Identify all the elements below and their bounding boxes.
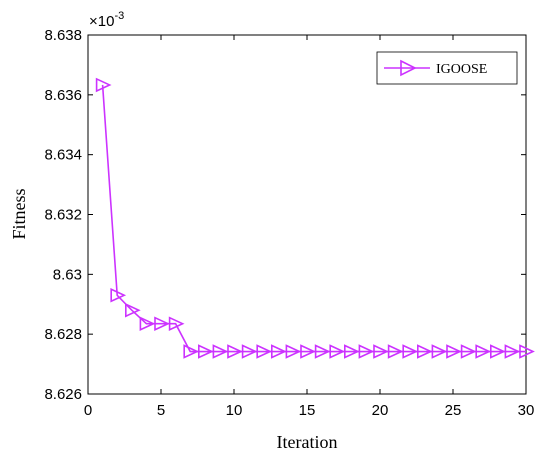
data-point-marker bbox=[154, 316, 170, 331]
data-point-marker bbox=[519, 344, 535, 359]
x-tick-label: 15 bbox=[299, 402, 316, 419]
data-point-marker bbox=[241, 344, 258, 359]
data-point-marker bbox=[417, 344, 433, 359]
data-point-marker bbox=[256, 344, 273, 359]
data-point-marker bbox=[358, 344, 375, 359]
data-point-marker bbox=[344, 344, 360, 359]
legend: IGOOSE bbox=[376, 51, 518, 85]
x-tick-label: 0 bbox=[84, 402, 92, 419]
x-tick-label: 20 bbox=[372, 402, 389, 419]
data-point-marker bbox=[285, 344, 302, 359]
data-point-marker bbox=[504, 344, 521, 359]
y-tick-label: 8.63 bbox=[53, 266, 82, 283]
data-point-marker bbox=[373, 344, 389, 359]
legend-label: IGOOSE bbox=[436, 62, 487, 77]
data-point-marker bbox=[490, 344, 506, 359]
data-point-marker bbox=[314, 344, 331, 359]
data-point-marker bbox=[125, 302, 141, 318]
data-point-marker bbox=[402, 344, 419, 359]
x-tick-label: 25 bbox=[445, 402, 462, 419]
data-point-marker bbox=[198, 344, 214, 359]
data-point-marker bbox=[95, 77, 112, 93]
series-group bbox=[95, 77, 535, 359]
y-axis-label: Fitness bbox=[9, 188, 29, 239]
y-tick-label: 8.628 bbox=[44, 326, 82, 343]
x-tick-label: 30 bbox=[518, 402, 535, 419]
data-point-marker bbox=[183, 344, 200, 359]
data-point-marker bbox=[431, 344, 448, 359]
plot-area bbox=[87, 34, 527, 395]
y-axis-multiplier-exponent: -3 bbox=[114, 10, 124, 22]
data-point-marker bbox=[227, 344, 243, 359]
data-point-marker bbox=[446, 344, 462, 359]
y-tick-label: 8.626 bbox=[44, 386, 82, 403]
data-point-marker bbox=[475, 344, 492, 359]
data-point-marker bbox=[168, 316, 185, 331]
y-tick-label: 8.636 bbox=[44, 87, 82, 104]
y-tick-label: 8.638 bbox=[44, 27, 82, 44]
data-point-marker bbox=[300, 344, 316, 359]
data-point-marker bbox=[139, 316, 156, 331]
x-axis-ticks: 0 5 10 15 20 25 30 bbox=[84, 35, 535, 419]
y-tick-label: 8.632 bbox=[44, 207, 82, 224]
x-tick-label: 5 bbox=[157, 402, 165, 419]
legend-marker bbox=[400, 59, 417, 77]
y-axis-ticks: 8.626 8.628 8.63 8.632 8.634 8.636 8.638 bbox=[44, 27, 526, 403]
data-point-marker bbox=[271, 344, 287, 359]
y-axis-multiplier: ×10-3 bbox=[89, 10, 124, 30]
legend-box bbox=[376, 51, 518, 85]
data-point-marker bbox=[110, 288, 127, 303]
y-axis-multiplier-base: ×10 bbox=[89, 13, 114, 30]
data-point-marker bbox=[387, 344, 404, 359]
x-tick-label: 10 bbox=[226, 402, 243, 419]
data-point-marker bbox=[460, 344, 477, 359]
x-axis-label: Iteration bbox=[277, 432, 338, 452]
data-point-marker bbox=[212, 344, 229, 359]
data-point-marker bbox=[329, 344, 346, 359]
y-tick-label: 8.634 bbox=[44, 147, 82, 164]
